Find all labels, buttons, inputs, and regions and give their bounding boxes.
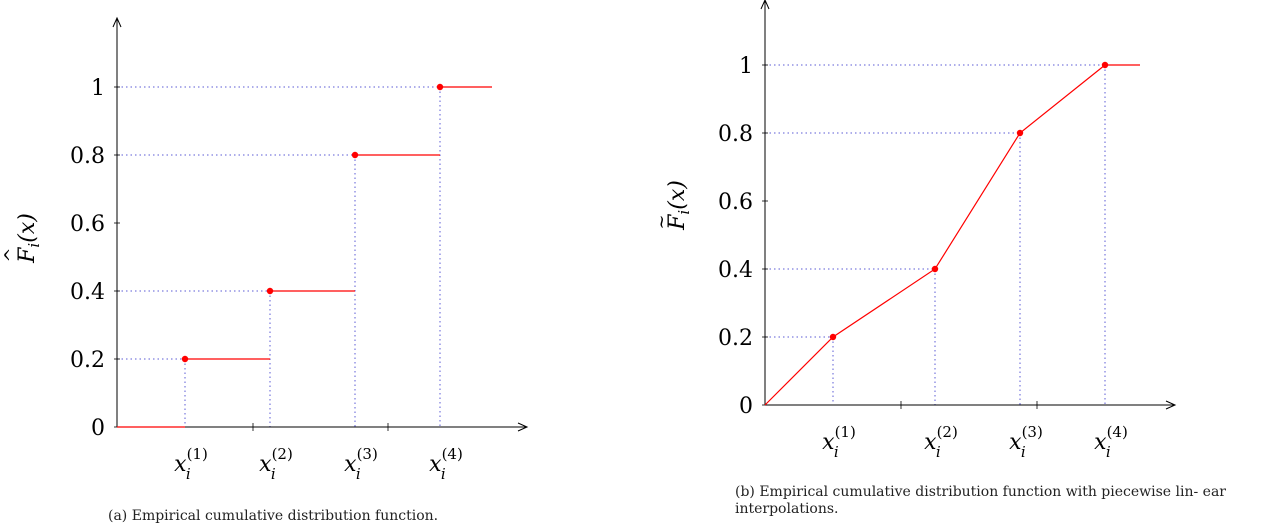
b-ytick-label: 0 [739,394,753,419]
caption-b: (b) Empirical cumulative distribution fu… [735,484,1226,517]
a-x-arrow [517,422,529,432]
a-data-point [351,151,359,159]
a-y-axis-label: Fi(x) [15,213,43,264]
b-interpolated-line [764,64,1106,406]
a-ytick-label: 0.6 [70,212,105,237]
chart-empirical-cdf: 0 0.2 0.4 0.6 0.8 1 x(1) i x(2) i x(3) i x(4) i Fi(x)^ [1,16,529,483]
b-xtick-label: x(4) i [1094,423,1128,461]
b-y-arrow [760,0,770,10]
b-xtick-label: x(3) i [1009,423,1043,461]
b-ytick-label: 0.2 [718,326,753,351]
a-y-arrow [112,16,122,28]
chart-interpolated-cdf: 0 0.2 0.4 0.6 0.8 1 x(1) i x(2) i x(3) i x(4) i Fi(x)~ [651,0,1177,461]
b-x-arrow [1165,400,1177,410]
b-data-point [931,265,939,273]
b-ytick-label: 1 [739,54,753,79]
a-xtick-label: x(2) i [259,445,293,483]
b-y-axis-label: Fi(x) [665,180,693,231]
b-data-point [1016,129,1024,137]
b-xtick-label: x(1) i [822,423,856,461]
a-ytick-label: 1 [91,76,105,101]
b-ytick-label: 0.4 [718,258,753,283]
caption-a: (a) Empirical cumulative distribution fu… [108,508,439,524]
b-y-axis-label-accent: ~ [651,214,672,229]
a-data-point [266,287,274,295]
a-xtick-label: x(3) i [344,445,378,483]
b-data-point [829,333,837,341]
a-xtick-label: x(4) i [429,445,463,483]
a-data-point [181,355,189,363]
a-ytick-label: 0.2 [70,348,105,373]
a-ytick-label: 0.8 [70,144,105,169]
b-xtick-label: x(2) i [924,423,958,461]
a-xtick-label: x(1) i [174,445,208,483]
a-ytick-label: 0 [91,416,105,441]
a-ytick-label: 0.4 [70,280,105,305]
a-data-point [436,83,444,91]
b-data-point [1101,61,1109,69]
a-y-axis-label-accent: ^ [1,247,22,262]
b-ytick-label: 0.6 [718,190,753,215]
b-ytick-label: 0.8 [718,122,753,147]
